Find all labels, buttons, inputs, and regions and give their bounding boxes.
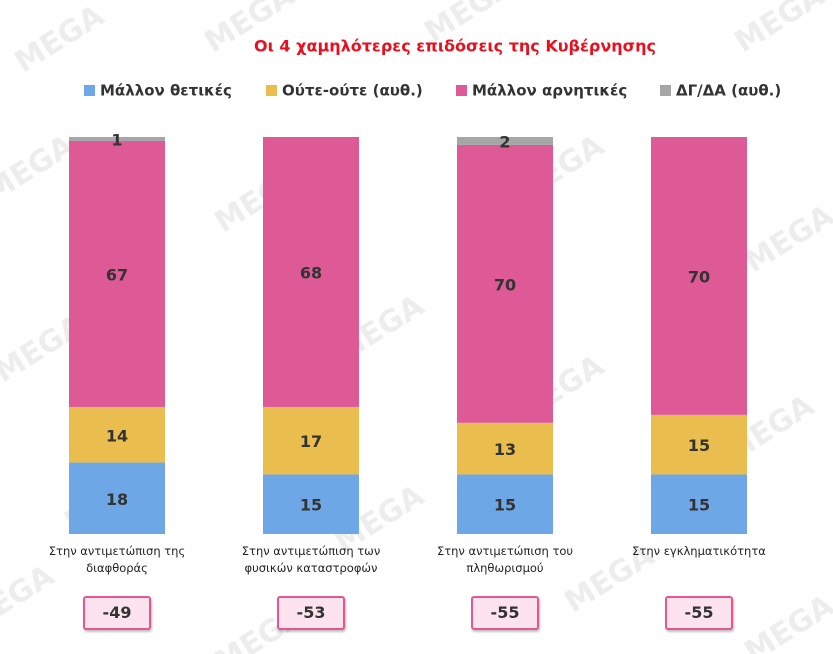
- data-label: 1: [111, 130, 122, 149]
- watermark: MEGA: [739, 198, 833, 280]
- x-tick-label: Στην εγκληματικότητα: [632, 544, 766, 558]
- data-label: 18: [106, 490, 128, 509]
- data-label: 13: [494, 440, 516, 459]
- legend-label: Ούτε-ούτε (αυθ.): [282, 82, 423, 100]
- legend-swatch: [456, 85, 467, 96]
- bar-segment: [69, 462, 165, 534]
- legend-swatch: [660, 85, 671, 96]
- bar-segment: [69, 137, 165, 141]
- data-label: 68: [300, 263, 322, 282]
- data-label: 15: [494, 496, 516, 515]
- data-label: 67: [106, 265, 128, 284]
- chart-title: Οι 4 χαμηλότερες επιδόσεις της Κυβέρνηση…: [254, 37, 656, 56]
- data-label: 17: [300, 432, 322, 451]
- x-tick-label: Στην αντιμετώπιση των φυσικών καταστροφώ…: [241, 544, 381, 575]
- legend-label: Μάλλον θετικές: [100, 82, 232, 100]
- bar-segment: [651, 474, 747, 534]
- data-label: 70: [494, 275, 516, 294]
- data-label: 70: [688, 267, 710, 286]
- x-tick-label: Στην αντιμετώπιση του πληθωρισμού: [436, 544, 574, 575]
- watermark: MEGA: [9, 0, 111, 80]
- watermark: MEGA: [0, 128, 81, 210]
- net-value: -55: [471, 596, 539, 630]
- bar-segment: [263, 474, 359, 534]
- bar-segment: [263, 406, 359, 475]
- data-label: 2: [499, 132, 510, 151]
- bar-segment: [69, 140, 165, 407]
- bar-segment: [651, 137, 747, 415]
- data-label: 15: [300, 496, 322, 515]
- watermark: MEGA: [729, 0, 831, 60]
- net-value: -49: [83, 596, 151, 630]
- legend-swatch: [266, 85, 277, 96]
- x-tick-label: Στην αντιμετώπιση της διαφθοράς: [48, 544, 186, 575]
- data-label: 14: [106, 426, 128, 445]
- bar-segment: [457, 422, 553, 475]
- bar-segment: [457, 137, 553, 145]
- bar-segment: [651, 414, 747, 475]
- net-value: -53: [277, 596, 345, 630]
- watermark: MEGA: [739, 588, 833, 654]
- data-label: 15: [688, 496, 710, 515]
- bar-segment: [263, 137, 359, 407]
- legend-label: Μάλλον αρνητικές: [472, 82, 627, 100]
- legend-label: ΔΓ/ΔΑ (αυθ.): [676, 82, 781, 100]
- data-label: 15: [688, 436, 710, 455]
- net-value: -55: [665, 596, 733, 630]
- bar-segment: [457, 474, 553, 534]
- bar-segment: [69, 406, 165, 463]
- legend-swatch: [84, 85, 95, 96]
- bar-segment: [457, 144, 553, 423]
